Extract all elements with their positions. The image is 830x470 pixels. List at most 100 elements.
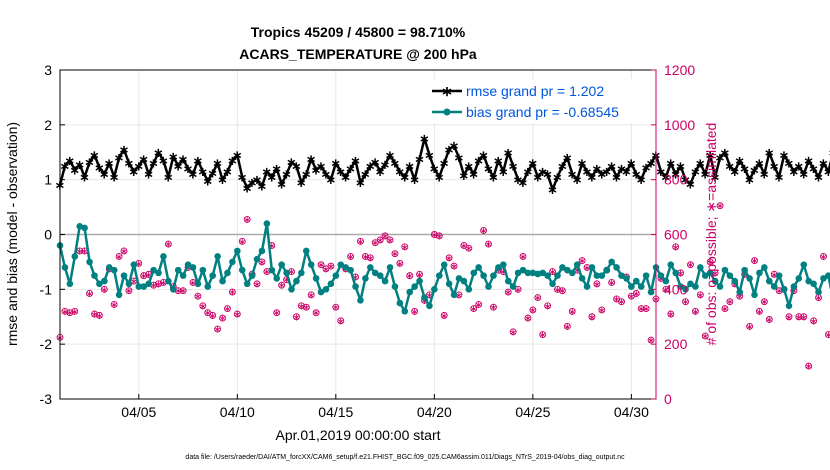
obs-assimilated-point: ∗ [726,297,734,308]
obs-possible-point [746,322,754,330]
obs-assimilated-point: ∗ [332,303,340,314]
bias-point [130,261,138,268]
bias-point [263,220,271,227]
rmse-point: ∗ [271,162,282,177]
obs-assimilated-point: ∗ [647,336,655,347]
rmse-point: ∗ [587,170,598,185]
obs-possible-point [544,302,552,310]
rmse-point: ∗ [463,159,474,174]
bias-point [657,272,665,279]
obs-possible-point [307,291,315,299]
bias-point [125,280,133,288]
obs-possible-point [810,317,818,325]
bias-point [519,266,527,274]
obs-possible-point [214,325,222,333]
legend-rmse-marker: ∗ [441,83,453,99]
obs-assimilated-point: ∗ [218,314,226,325]
obs-possible-point [253,280,261,288]
obs-assimilated-point: ∗ [524,314,532,325]
obs-possible-point [258,258,266,266]
obs-possible-point [568,307,576,315]
rmse-point: ∗ [542,168,553,183]
bias-point [302,247,310,255]
obs-assimilated-point: ∗ [149,281,157,292]
obs-possible-point [716,202,724,210]
rmse-point: ∗ [537,165,548,180]
rmse-point: ∗ [178,152,189,167]
obs-possible-point [721,305,729,312]
rmse-point: ∗ [439,157,450,172]
bias-point [460,277,468,285]
obs-assimilated-point: ∗ [667,310,675,321]
bias-point [145,280,152,288]
obs-assimilated-point: ∗ [790,286,798,297]
rmse-point: ∗ [759,168,770,183]
bias-point [268,266,276,274]
rmse-point: ∗ [380,158,391,173]
bias-point [342,264,349,271]
obs-assimilated-point: ∗ [277,281,285,292]
obs-assimilated-point: ∗ [273,308,281,319]
obs-possible-point [539,331,547,339]
obs-possible-point [209,311,217,319]
obs-assimilated-point: ∗ [144,270,152,281]
rmse-point: ∗ [779,148,790,163]
bias-point [736,288,744,296]
obs-assimilated-point: ∗ [327,262,335,273]
bias-point [317,288,325,296]
bias-point [475,264,482,271]
obs-possible-point [691,307,699,315]
x-tick-label: 04/20 [417,404,452,420]
obs-possible-point [440,311,448,319]
obs-assimilated-point: ∗ [243,215,251,226]
bias-point [480,272,487,279]
obs-assimilated-point: ∗ [721,304,729,315]
obs-possible-point [820,252,827,260]
obs-assimilated-point: ∗ [775,286,783,297]
x-tick-label: 04/10 [220,404,255,420]
bias-point [238,266,246,274]
obs-possible-point [642,305,650,312]
bias-point [234,247,241,255]
bias-point [386,264,394,271]
rmse-point: ∗ [192,154,203,169]
rmse-point: ∗ [616,162,627,177]
bias-point [504,277,512,285]
obs-possible-point [66,309,74,317]
rmse-point: ∗ [325,173,336,188]
bias-point [731,277,739,285]
bias-point [578,275,586,282]
obs-assimilated-point: ∗ [465,244,473,255]
obs-possible-point [224,305,231,312]
bias-point [312,275,320,282]
obs-assimilated-point: ∗ [785,312,793,323]
obs-possible-point [435,232,443,240]
obs-possible-point [381,232,389,240]
bias-point [632,277,640,285]
y-right-tick-label: 1000 [664,117,695,133]
obs-possible-point [682,298,690,306]
rmse-point: ∗ [158,154,169,169]
rmse-point: ∗ [207,167,218,182]
bias-point [761,264,768,271]
obs-assimilated-point: ∗ [391,249,399,260]
rmse-point: ∗ [375,165,386,180]
bias-point [554,272,561,279]
obs-assimilated-point: ∗ [819,252,827,263]
rmse-point: ∗ [163,170,174,185]
bias-point [322,286,330,293]
obs-possible-point [445,254,453,262]
bias-point [214,253,221,260]
x-axis-ticks: 04/05 04/10 04/15 04/20 04/25 04/30 [121,394,649,420]
obs-assimilated-point: ∗ [386,235,394,246]
obs-assimilated-point: ∗ [292,312,300,323]
bias-point [71,253,79,260]
obs-possible-point [199,302,207,310]
rmse-point: ∗ [330,157,341,172]
rmse-point: ∗ [301,168,312,183]
rmse-point: ∗ [734,154,745,169]
obs-assimilated-point: ∗ [607,278,615,289]
bias-point [96,280,103,288]
rmse-point: ∗ [700,168,711,183]
